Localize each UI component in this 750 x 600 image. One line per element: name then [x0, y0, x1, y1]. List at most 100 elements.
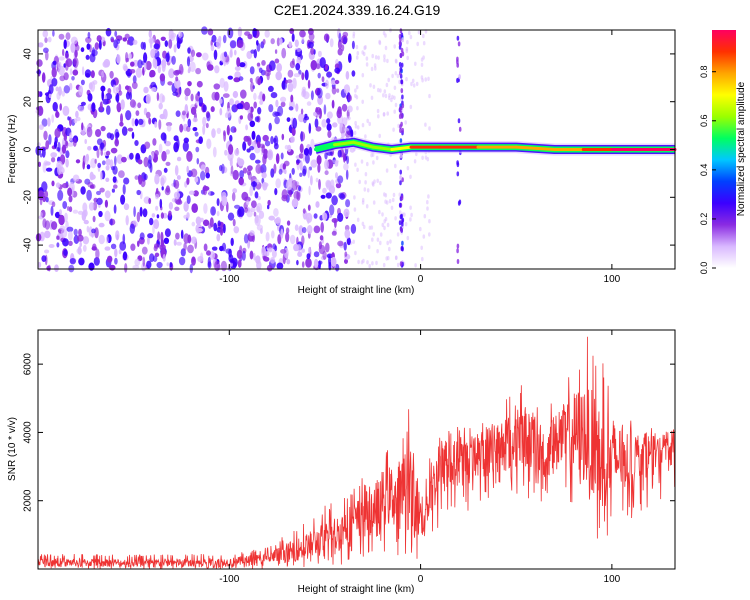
heatmap-cell [186, 165, 189, 174]
colorbar: 0.0 0.2 0.4 0.6 0.8 Normalized spectral ampl… [699, 30, 747, 274]
heatmap-cell [174, 79, 181, 89]
heatmap-cell [231, 192, 236, 202]
heatmap-cell [378, 209, 381, 215]
heatmap-cell [229, 258, 235, 264]
heatmap-cell [125, 57, 130, 63]
heatmap-cell [226, 201, 229, 213]
heatmap-cell [275, 71, 283, 81]
snr-x-axis-label: Height of straight line (km) [298, 584, 415, 595]
heatmap-cell [390, 97, 393, 103]
heatmap-cell [187, 81, 192, 87]
heatmap-cell [193, 190, 199, 197]
heatmap-cell [57, 61, 62, 69]
heatmap-cell [153, 43, 160, 50]
heatmap-cell [144, 141, 151, 149]
heatmap-cell [329, 38, 334, 48]
heatmap-cell [256, 62, 261, 67]
heatmap-cell [118, 83, 122, 93]
heatmap-cell [374, 55, 378, 60]
heatmap-cell [251, 130, 256, 140]
heatmap-cell [202, 184, 208, 196]
heatmap-cell [228, 144, 234, 155]
heatmap-cell [166, 262, 169, 267]
heatmap-cell [294, 224, 299, 231]
colorbar-tick-label: 0.6 [699, 115, 709, 128]
heatmap-cell [233, 77, 241, 83]
heatmap-cell [173, 191, 181, 200]
heatmap-cell [295, 103, 299, 112]
heatmap-cell [374, 66, 377, 71]
heatmap-cell [168, 202, 173, 210]
signal-segment [333, 140, 356, 147]
heatmap-cell [264, 251, 270, 257]
heatmap-cell [281, 189, 288, 200]
heatmap-cell [78, 85, 84, 96]
heatmap-cell [245, 200, 250, 206]
heatmap-cell [39, 198, 43, 206]
heatmap-cell [364, 180, 367, 185]
heatmap-cell [260, 164, 267, 174]
heatmap-cell [195, 92, 201, 102]
heatmap-cell [280, 249, 287, 254]
heatmap-cell [189, 61, 196, 73]
heatmap-cell [268, 60, 276, 71]
heatmap-cell [67, 116, 70, 121]
heatmap-cell [370, 153, 373, 158]
heatmap-cell [167, 81, 173, 86]
heatmap-cell [174, 206, 180, 211]
heatmap-cell [322, 187, 327, 194]
heatmap-cell [271, 230, 275, 239]
heatmap-cell [230, 237, 234, 247]
heatmap-cell [323, 33, 330, 42]
heatmap-cell [420, 62, 424, 67]
heatmap-cell [98, 234, 105, 245]
heatmap-cell [331, 218, 338, 223]
heatmap-cell [82, 244, 87, 252]
heatmap-cell [270, 38, 275, 45]
heatmap-cell [345, 169, 349, 180]
heatmap-streak-cell [399, 66, 403, 72]
heatmap-cell [98, 210, 103, 218]
heatmap-cell [342, 152, 346, 163]
heatmap-cell [159, 73, 166, 82]
heatmap-cell [104, 190, 111, 199]
heatmap-cell [165, 122, 173, 127]
heatmap-cell [416, 41, 420, 47]
heatmap-cell [322, 250, 327, 260]
heatmap-cell [85, 73, 90, 78]
heatmap-cell [244, 196, 251, 202]
heatmap-cell [176, 175, 181, 180]
heatmap-cell [219, 98, 223, 104]
heatmap-cell [163, 167, 168, 173]
heatmap-cell [365, 204, 369, 209]
heatmap-cell [246, 135, 251, 141]
heatmap-cell [127, 127, 134, 132]
heatmap-cell [298, 185, 302, 192]
heatmap-cell [110, 243, 117, 250]
heatmap-cell [366, 118, 370, 124]
heatmap-streak-cell [457, 41, 461, 47]
heatmap-cell [343, 84, 351, 94]
heatmap-cell [298, 113, 305, 123]
heatmap-cell [268, 215, 276, 221]
heatmap-cell [192, 127, 198, 132]
heatmap-y-axis-label: Frequency (Hz) [7, 115, 18, 184]
heatmap-cell [160, 132, 167, 141]
heatmap-cell [337, 106, 342, 115]
heatmap-cell [292, 117, 298, 129]
heatmap-cell [157, 231, 161, 242]
heatmap-cell [275, 178, 282, 189]
heatmap-cell [261, 172, 267, 179]
heatmap-cell [64, 140, 69, 149]
heatmap-cell [80, 79, 85, 86]
heatmap-cell [372, 182, 375, 187]
heatmap-cell [220, 260, 227, 272]
heatmap-cell [375, 260, 378, 266]
heatmap-cell [232, 90, 239, 99]
heatmap-cell [190, 49, 196, 57]
heatmap-cell [254, 159, 261, 164]
heatmap-cell [129, 223, 135, 234]
heatmap-cell [221, 195, 228, 207]
heatmap-cell [164, 140, 171, 147]
heatmap-streak-cell [400, 62, 404, 68]
